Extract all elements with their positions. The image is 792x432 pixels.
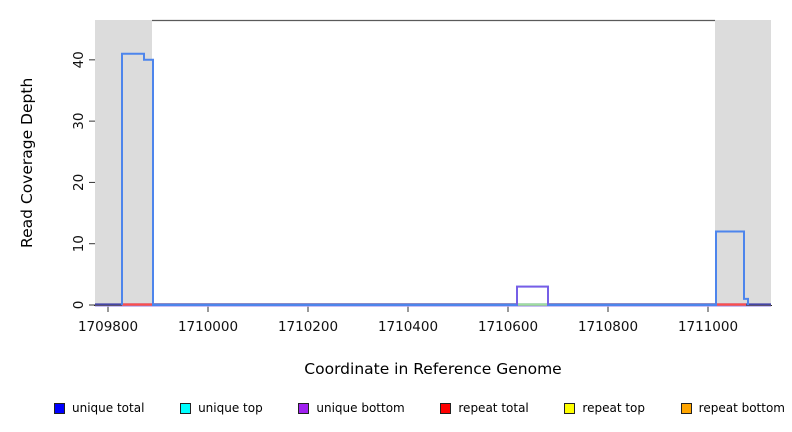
x-tick-label: 1709800: [78, 319, 138, 335]
shaded-region: [95, 20, 152, 305]
legend-swatch-unique-top: [180, 402, 192, 414]
legend-item-unique-total: unique total: [54, 401, 144, 415]
series-unique-bottom: [516, 285, 549, 305]
legend-swatch-repeat-total: [440, 402, 452, 414]
legend-item-repeat-bottom: repeat bottom: [680, 401, 785, 415]
series-unique-total: [121, 52, 749, 306]
x-tick-label: 1710000: [178, 319, 238, 335]
legend-item-repeat-top: repeat top: [564, 401, 645, 415]
x-axis-label: Coordinate in Reference Genome: [304, 360, 562, 378]
legend-item-repeat-total: repeat total: [440, 401, 529, 415]
y-tick-label: 10: [71, 235, 87, 252]
y-tick-label: 30: [71, 113, 87, 130]
legend-label: repeat top: [582, 401, 646, 415]
y-tick-label: 20: [71, 174, 87, 191]
x-tick-label: 1710600: [478, 319, 538, 335]
x-tick-label: 1710200: [278, 319, 338, 335]
legend-swatch-unique-total: [54, 402, 65, 414]
legend-item-unique-bottom: unique bottom: [298, 401, 405, 415]
legend-label: unique bottom: [316, 401, 405, 415]
y-tick-label: 40: [71, 51, 87, 68]
legend-item-unique-top: unique top: [180, 401, 263, 415]
y-axis-label: Read Coverage Depth: [18, 77, 36, 248]
y-tick-label: 0: [71, 301, 87, 310]
legend-swatch-unique-bottom: [298, 402, 310, 414]
x-tick-label: 1710800: [578, 319, 638, 335]
legend-label: unique total: [72, 401, 145, 415]
legend-swatch-repeat-bottom: [680, 402, 692, 414]
legend-swatch-repeat-top: [564, 402, 576, 414]
x-tick-label: 1711000: [678, 319, 738, 335]
legend-label: repeat bottom: [698, 401, 785, 415]
chart-legend: unique total unique top unique bottom re…: [54, 398, 785, 418]
legend-label: repeat total: [458, 401, 529, 415]
x-tick-label: 1710400: [378, 319, 438, 335]
legend-label: unique top: [198, 401, 263, 415]
